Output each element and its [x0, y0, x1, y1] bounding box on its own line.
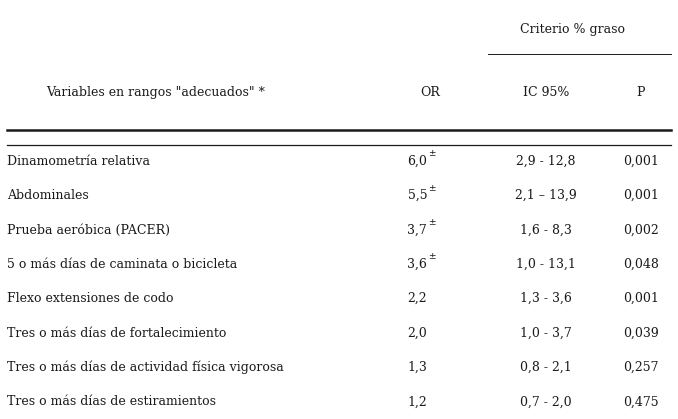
Text: 0,001: 0,001: [623, 189, 658, 202]
Text: Tres o más días de fortalecimiento: Tres o más días de fortalecimiento: [7, 326, 226, 340]
Text: ±: ±: [428, 149, 436, 158]
Text: Variables en rangos "adecuados" *: Variables en rangos "adecuados" *: [47, 85, 265, 99]
Text: 0,257: 0,257: [623, 361, 658, 374]
Text: 0,002: 0,002: [623, 223, 658, 237]
Text: Prueba aeróbica (PACER): Prueba aeróbica (PACER): [7, 223, 170, 237]
Text: 3,6: 3,6: [407, 258, 427, 271]
Text: 6,0: 6,0: [407, 155, 427, 168]
Text: 2,0: 2,0: [407, 326, 427, 340]
Text: 1,3: 1,3: [407, 361, 427, 374]
Text: 0,039: 0,039: [623, 326, 658, 340]
Text: ±: ±: [428, 184, 436, 193]
Text: OR: OR: [420, 85, 441, 99]
Text: Abdominales: Abdominales: [7, 189, 89, 202]
Text: 1,3 - 3,6: 1,3 - 3,6: [520, 292, 572, 305]
Text: IC 95%: IC 95%: [523, 85, 569, 99]
Text: Criterio % graso: Criterio % graso: [521, 23, 625, 36]
Text: 0,8 - 2,1: 0,8 - 2,1: [520, 361, 572, 374]
Text: Tres o más días de actividad física vigorosa: Tres o más días de actividad física vigo…: [7, 361, 283, 374]
Text: 5,5: 5,5: [407, 189, 427, 202]
Text: 0,001: 0,001: [623, 155, 658, 168]
Text: 2,2: 2,2: [407, 292, 427, 305]
Text: 1,6 - 8,3: 1,6 - 8,3: [520, 223, 572, 237]
Text: ±: ±: [428, 218, 436, 227]
Text: 0,475: 0,475: [623, 395, 658, 409]
Text: 0,048: 0,048: [623, 258, 658, 271]
Text: 0,7 - 2,0: 0,7 - 2,0: [520, 395, 572, 409]
Text: 0,001: 0,001: [623, 292, 658, 305]
Text: 1,2: 1,2: [407, 395, 427, 409]
Text: Dinamometría relativa: Dinamometría relativa: [7, 155, 150, 168]
Text: P: P: [637, 85, 645, 99]
Text: ±: ±: [428, 252, 436, 261]
Text: 3,7: 3,7: [407, 223, 427, 237]
Text: Flexo extensiones de codo: Flexo extensiones de codo: [7, 292, 174, 305]
Text: 2,1 – 13,9: 2,1 – 13,9: [515, 189, 577, 202]
Text: 1,0 - 13,1: 1,0 - 13,1: [516, 258, 576, 271]
Text: 1,0 - 3,7: 1,0 - 3,7: [520, 326, 572, 340]
Text: 5 o más días de caminata o bicicleta: 5 o más días de caminata o bicicleta: [7, 258, 237, 271]
Text: 2,9 - 12,8: 2,9 - 12,8: [516, 155, 576, 168]
Text: Tres o más días de estiramientos: Tres o más días de estiramientos: [7, 395, 216, 409]
